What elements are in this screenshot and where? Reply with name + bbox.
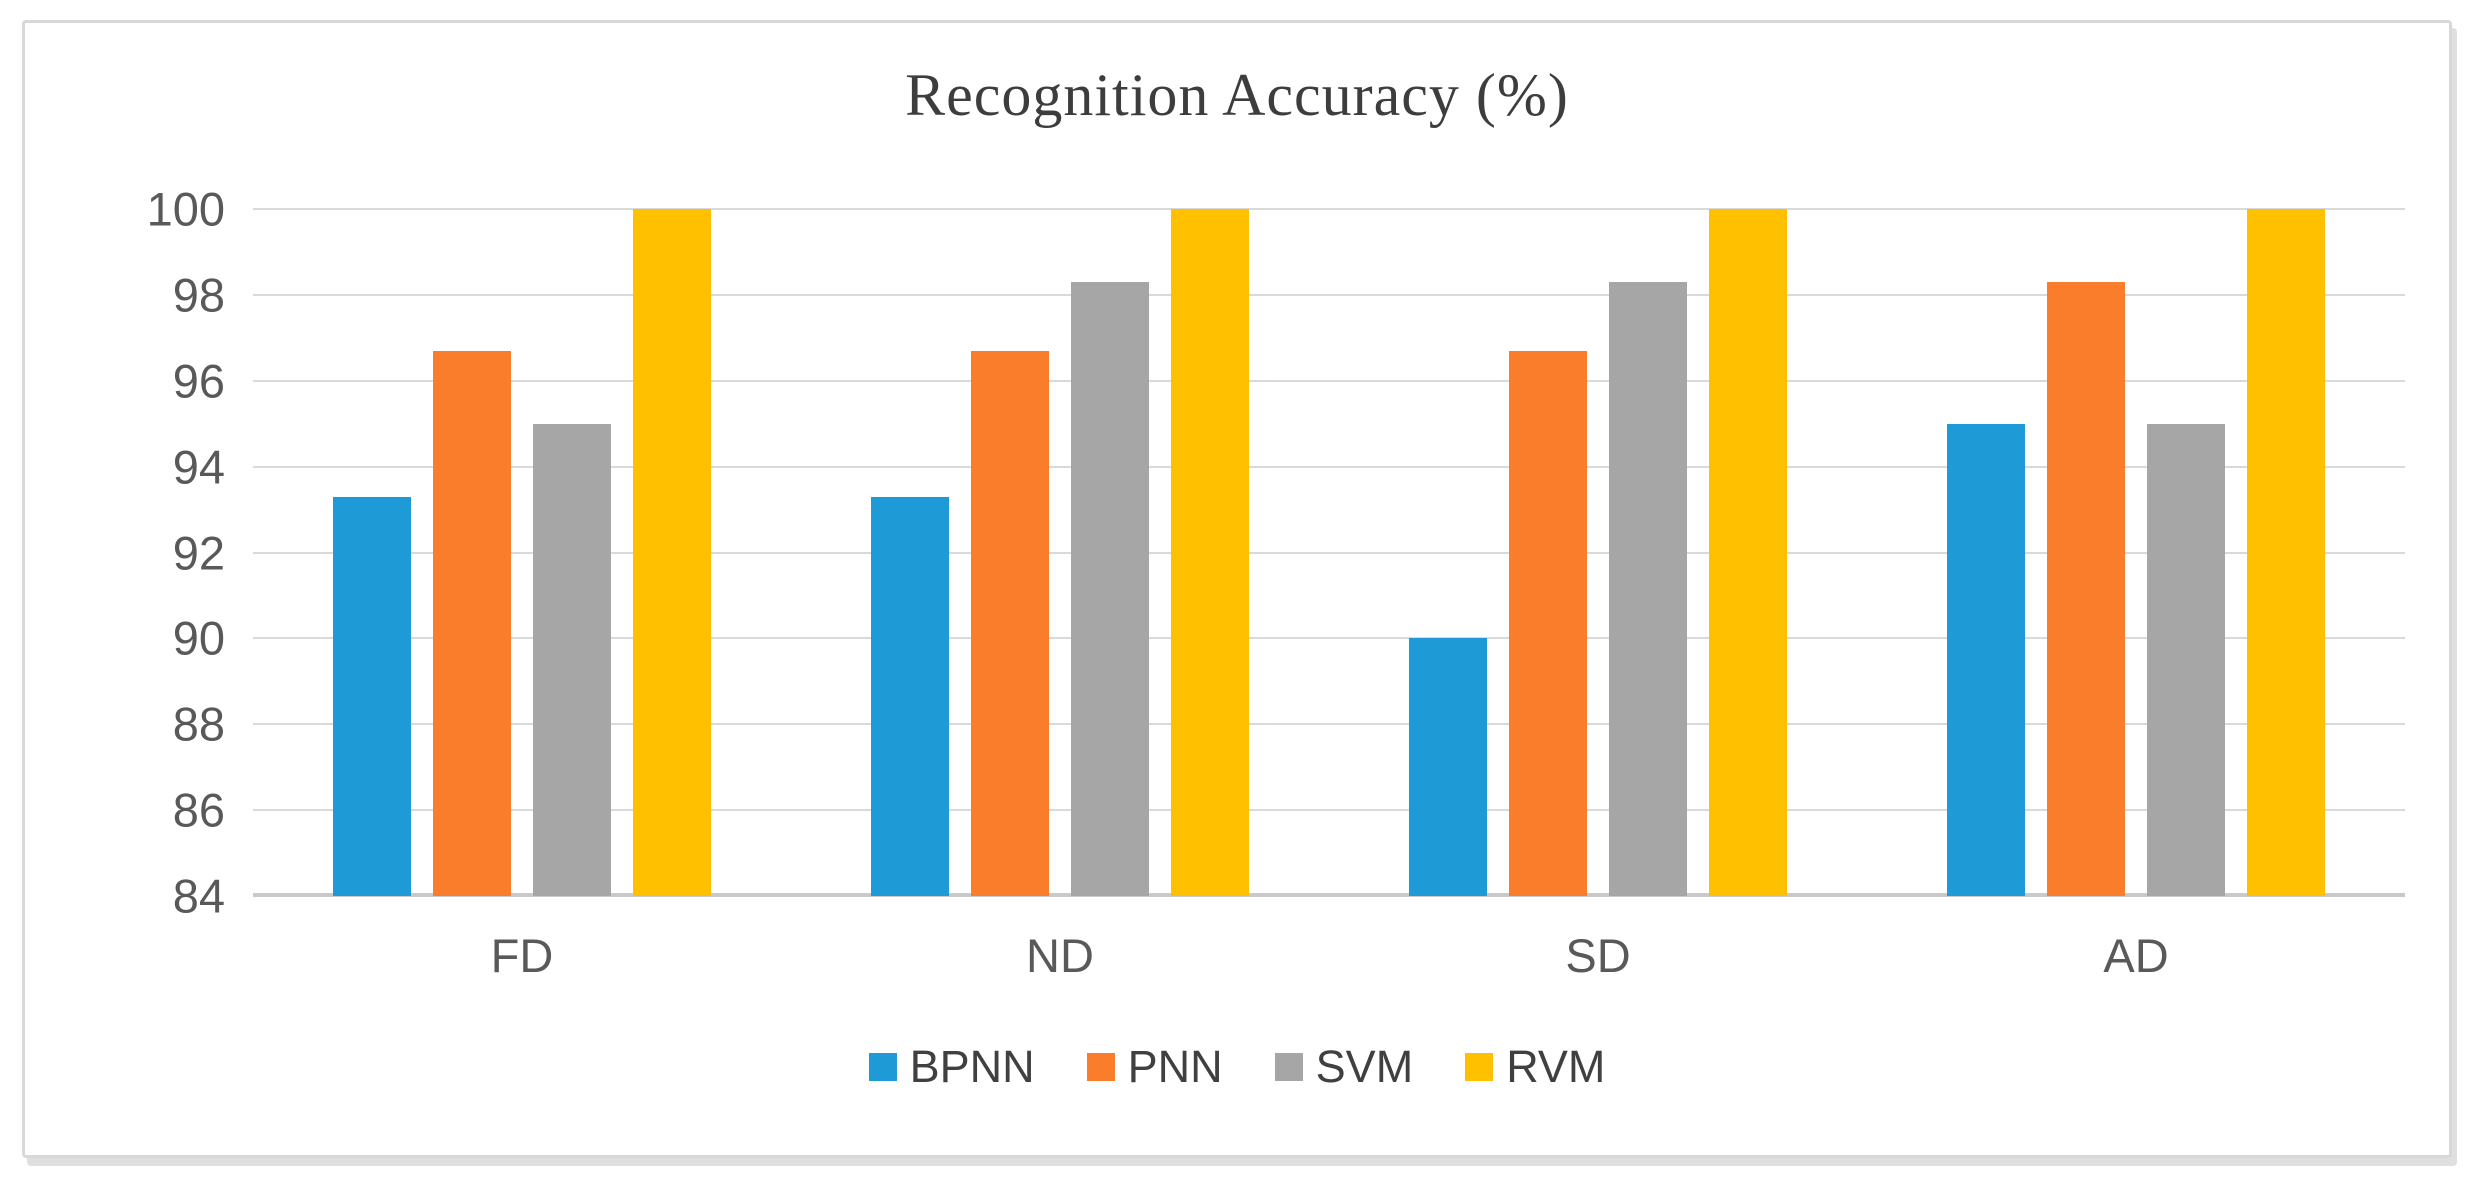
x-category-label-FD: FD [490, 929, 554, 982]
bar-SD-PNN [1509, 350, 1587, 896]
bar-FD-PNN [433, 350, 511, 896]
legend-item-BPNN: BPNN [868, 1041, 1035, 1093]
legend-label-PNN: PNN [1127, 1041, 1223, 1092]
gridline-84 [253, 893, 2405, 897]
legend: BPNN PNN SVM RVM [25, 1041, 2449, 1093]
bar-SD-BPNN [1409, 638, 1487, 896]
gridline-94 [253, 465, 2405, 468]
y-tick-label-96: 96 [172, 354, 225, 408]
bar-AD-PNN [2047, 282, 2125, 896]
y-tick-label-90: 90 [172, 611, 225, 665]
legend-label-SVM: SVM [1315, 1041, 1414, 1092]
gridline-96 [253, 379, 2405, 382]
y-tick-label-94: 94 [172, 440, 225, 494]
bar-AD-SVM [2147, 423, 2225, 896]
y-tick-label-86: 86 [172, 783, 225, 837]
bar-ND-PNN [971, 350, 1049, 896]
x-axis-labels: FD ND SD AD [253, 928, 2405, 983]
legend-item-RVM: RVM [1465, 1041, 1605, 1093]
bar-group-AD [1867, 209, 2405, 896]
y-tick-label-100: 100 [146, 182, 225, 236]
y-tick-label-92: 92 [172, 526, 225, 579]
chart-title: Recognition Accuracy (%) [905, 62, 1569, 128]
figure-frame: Recognition Accuracy (%) 84 86 88 90 92 94 96 9… [22, 20, 2452, 1158]
legend-swatch-PNN [1086, 1053, 1115, 1081]
bar-FD-BPNN [333, 496, 411, 896]
y-tick-label-88: 88 [172, 697, 225, 751]
bars-region [253, 209, 2405, 896]
gridline-98 [253, 293, 2405, 296]
bar-SD-RVM [1709, 209, 1787, 896]
bar-ND-RVM [1171, 209, 1249, 896]
bar-FD-RVM [633, 209, 711, 896]
legend-label-RVM: RVM [1506, 1041, 1606, 1092]
x-category-label-SD: SD [1565, 929, 1631, 982]
legend-swatch-BPNN [868, 1053, 897, 1081]
legend-item-SVM: SVM [1274, 1041, 1414, 1093]
bar-group-ND [791, 209, 1329, 896]
legend-item-PNN: PNN [1086, 1041, 1223, 1093]
bar-AD-BPNN [1947, 423, 2025, 896]
x-category-label-AD: AD [2103, 929, 2169, 982]
y-axis: 84 86 88 90 92 94 96 98 100 [55, 186, 225, 920]
y-tick-label-98: 98 [172, 268, 225, 322]
gridline-100 [253, 208, 2405, 210]
legend-label-BPNN: BPNN [909, 1041, 1035, 1092]
legend-swatch-SVM [1274, 1053, 1303, 1081]
bar-group-SD [1329, 209, 1867, 896]
gridline-90 [253, 637, 2405, 640]
gridline-86 [253, 809, 2405, 812]
plot-area [253, 208, 2405, 897]
bar-ND-SVM [1071, 282, 1149, 896]
x-category-label-ND: ND [1026, 929, 1094, 982]
bar-SD-SVM [1609, 282, 1687, 896]
gridline-92 [253, 551, 2405, 554]
gridline-88 [253, 723, 2405, 726]
y-tick-label-84: 84 [172, 869, 225, 923]
bar-AD-RVM [2247, 209, 2325, 896]
bar-group-FD [253, 209, 791, 896]
bar-FD-SVM [533, 423, 611, 896]
legend-swatch-RVM [1465, 1053, 1494, 1081]
bar-ND-BPNN [871, 496, 949, 896]
